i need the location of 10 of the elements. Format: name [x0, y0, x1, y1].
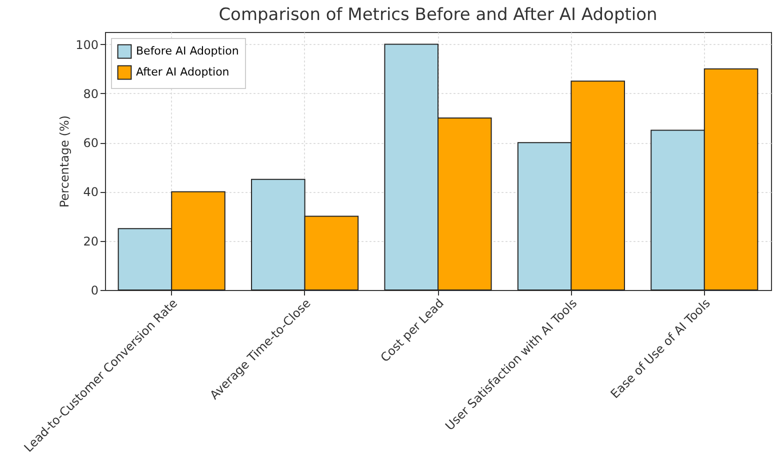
y-tick-label: 100: [76, 38, 98, 52]
chart-title: Comparison of Metrics Before and After AI Adoption: [218, 5, 658, 25]
y-axis-title: Percentage (%): [58, 115, 72, 208]
y-tick-label: 0: [90, 284, 98, 298]
legend-label: After AI Adoption: [136, 66, 230, 78]
y-tick-label: 40: [83, 185, 98, 200]
y-tick-label: 60: [83, 136, 98, 150]
legend-label: Before AI Adoption: [136, 44, 239, 58]
y-tick-label: 20: [83, 234, 98, 248]
y-tick-label: 80: [83, 86, 98, 101]
